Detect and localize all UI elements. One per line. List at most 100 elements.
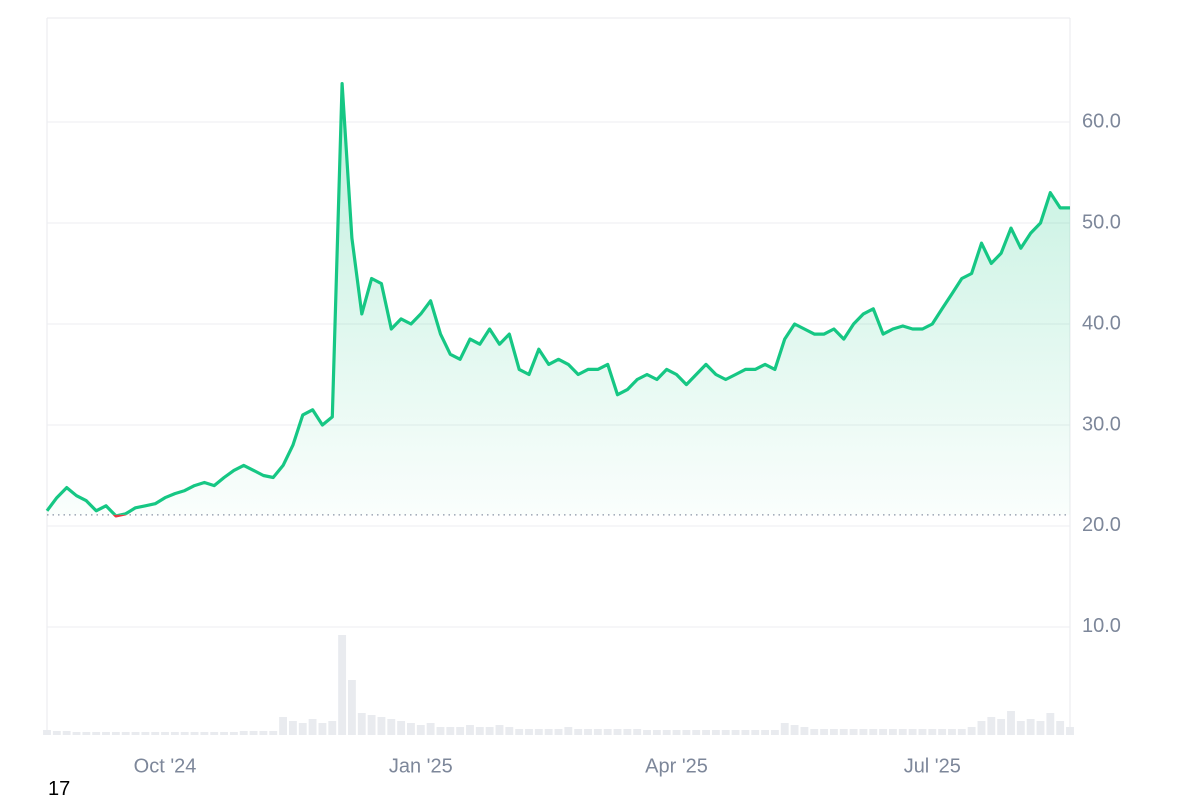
price-line xyxy=(45,82,1070,515)
volume-bar xyxy=(161,732,169,735)
volume-bar xyxy=(603,729,612,735)
volume-bar xyxy=(43,730,51,735)
volume-bar xyxy=(810,729,819,735)
volume-bar xyxy=(997,719,1006,735)
volume-bar xyxy=(839,729,848,735)
x-tick-label: Apr '25 xyxy=(645,755,708,777)
volume-bar xyxy=(1026,719,1035,735)
volume-bar xyxy=(662,730,671,735)
volume-bar xyxy=(1066,727,1074,735)
volume-bar xyxy=(397,721,406,735)
volume-bar xyxy=(308,719,317,735)
volume-bar xyxy=(692,730,701,735)
volume-bar xyxy=(584,729,592,735)
volume-bar xyxy=(682,730,691,735)
volume-bar xyxy=(377,717,386,735)
volume-bar xyxy=(416,725,425,735)
volume-bar xyxy=(131,732,140,735)
footnote: 17 xyxy=(48,778,71,800)
volume-bar xyxy=(82,732,91,735)
price-area xyxy=(47,83,1070,515)
volume-bar xyxy=(1016,721,1025,735)
volume-bar xyxy=(751,730,760,735)
volume-bar xyxy=(702,730,710,735)
volume-bar xyxy=(829,729,838,735)
volume-bar xyxy=(544,729,553,735)
volume-bar xyxy=(1007,711,1015,735)
volume-bar xyxy=(711,730,720,735)
volume-bar xyxy=(367,715,376,735)
volume-bar xyxy=(593,729,602,735)
volume-bar xyxy=(652,730,661,735)
volume-bar xyxy=(279,717,288,735)
volume-bar xyxy=(298,723,307,735)
volume-bar xyxy=(102,732,110,735)
volume-bar xyxy=(220,732,228,735)
volume-bar xyxy=(92,732,101,735)
volume-bar xyxy=(328,721,337,735)
x-tick-label: Oct '24 xyxy=(134,755,197,777)
volume-bar xyxy=(446,727,455,735)
y-tick-label: 10.0 xyxy=(1082,615,1121,637)
y-tick-label: 40.0 xyxy=(1082,312,1121,334)
volume-bar xyxy=(525,729,533,735)
x-tick-label: Jan '25 xyxy=(389,755,453,777)
volume-bar xyxy=(879,729,888,735)
volume-bar xyxy=(515,729,524,735)
volume-bar xyxy=(790,725,799,735)
volume-bar xyxy=(800,727,809,735)
volume-bar xyxy=(721,730,730,735)
volume-bar xyxy=(180,732,189,735)
volume-bar xyxy=(761,730,770,735)
volume-bar xyxy=(987,717,996,735)
volume-bar xyxy=(338,635,347,735)
volume-bar xyxy=(249,731,258,735)
volume-bar xyxy=(387,719,396,735)
volume-bar xyxy=(121,732,130,735)
volume-bar xyxy=(466,725,474,735)
volume-bar xyxy=(554,729,563,735)
volume-bar xyxy=(957,729,966,735)
volume-bar xyxy=(898,729,907,735)
volume-bar xyxy=(357,713,366,735)
volume-bar xyxy=(849,729,858,735)
x-tick-label: Jul '25 xyxy=(904,755,961,777)
volume-bar xyxy=(229,732,238,735)
volume-bar xyxy=(436,727,445,735)
volume-bar xyxy=(948,729,956,735)
volume-bar xyxy=(908,729,917,735)
y-tick-label: 60.0 xyxy=(1082,110,1121,132)
volume-bar xyxy=(859,729,868,735)
volume-bar xyxy=(62,731,71,735)
volume-bar xyxy=(564,727,573,735)
volume-bar xyxy=(52,731,61,735)
volume-bar xyxy=(967,727,976,735)
volume-bar xyxy=(151,732,160,735)
volume-bar xyxy=(318,723,327,735)
volume-bar xyxy=(613,729,622,735)
volume-bar xyxy=(475,727,484,735)
volume-bar xyxy=(288,721,297,735)
volume-bar xyxy=(928,729,937,735)
volume-bar xyxy=(869,729,878,735)
volume-bar xyxy=(407,723,415,735)
volume-bar xyxy=(633,729,642,735)
y-tick-label: 30.0 xyxy=(1082,413,1121,435)
volume-bar xyxy=(72,732,81,735)
volume-bar xyxy=(1056,721,1065,735)
volume-bar xyxy=(918,729,927,735)
volume-bar xyxy=(1046,713,1055,735)
volume-bar xyxy=(170,732,179,735)
volume-bar xyxy=(111,732,120,735)
volume-bar xyxy=(495,725,504,735)
volume-bar xyxy=(141,732,150,735)
volume-bar xyxy=(574,729,583,735)
volume-bar xyxy=(190,732,199,735)
volume-bar xyxy=(1036,721,1045,735)
y-tick-label: 50.0 xyxy=(1082,211,1121,233)
volume-bar xyxy=(643,730,651,735)
volume-bar xyxy=(456,727,465,735)
volume-bar xyxy=(977,721,986,735)
volume-bar xyxy=(820,729,829,735)
